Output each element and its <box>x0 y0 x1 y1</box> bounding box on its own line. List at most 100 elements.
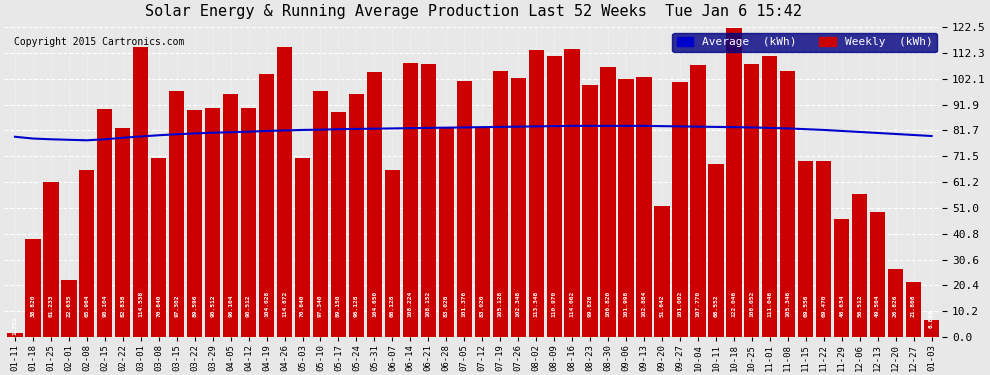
Text: 104.028: 104.028 <box>264 291 269 317</box>
Bar <box>456 81 472 337</box>
Text: 61.233: 61.233 <box>49 294 53 317</box>
Bar <box>133 47 148 337</box>
Bar <box>151 158 166 337</box>
Text: 49.564: 49.564 <box>875 294 880 317</box>
Text: 66.128: 66.128 <box>390 294 395 317</box>
Bar <box>708 164 724 337</box>
Text: 102.348: 102.348 <box>516 291 521 317</box>
Bar <box>888 269 903 337</box>
Bar <box>313 91 328 337</box>
Bar <box>690 64 706 337</box>
Text: 70.640: 70.640 <box>300 294 305 317</box>
Bar <box>44 182 58 337</box>
Text: 108.152: 108.152 <box>426 291 431 317</box>
Legend: Average  (kWh), Weekly  (kWh): Average (kWh), Weekly (kWh) <box>672 33 937 52</box>
Bar <box>403 63 418 337</box>
Bar <box>366 72 382 337</box>
Text: 82.838: 82.838 <box>121 294 126 317</box>
Text: 97.340: 97.340 <box>318 294 323 317</box>
Text: 69.556: 69.556 <box>803 294 808 317</box>
Bar <box>295 158 310 337</box>
Text: 101.376: 101.376 <box>461 291 466 317</box>
Bar <box>816 161 832 337</box>
Text: 26.826: 26.826 <box>893 294 898 317</box>
Text: 96.104: 96.104 <box>228 294 233 317</box>
Bar <box>474 127 490 337</box>
Bar <box>852 194 867 337</box>
Text: 69.470: 69.470 <box>822 294 827 317</box>
Text: 101.998: 101.998 <box>624 291 629 317</box>
Bar <box>600 67 616 337</box>
Bar <box>672 82 688 337</box>
Bar <box>546 56 561 337</box>
Text: 108.052: 108.052 <box>749 291 754 317</box>
Bar <box>654 207 669 337</box>
Bar <box>834 219 849 337</box>
Text: 99.820: 99.820 <box>588 294 593 317</box>
Text: 96.128: 96.128 <box>354 294 359 317</box>
Bar <box>7 333 23 337</box>
Text: 113.348: 113.348 <box>534 291 539 317</box>
Text: 114.062: 114.062 <box>569 291 574 317</box>
Title: Solar Energy & Running Average Production Last 52 Weeks  Tue Jan 6 15:42: Solar Energy & Running Average Productio… <box>145 4 802 19</box>
Bar <box>727 28 742 337</box>
Text: 1.752: 1.752 <box>13 316 18 335</box>
Bar <box>762 56 777 337</box>
Text: 83.020: 83.020 <box>444 294 448 317</box>
Bar <box>421 63 436 337</box>
Text: 114.872: 114.872 <box>282 291 287 317</box>
Text: 101.002: 101.002 <box>677 291 682 317</box>
Text: 90.512: 90.512 <box>247 294 251 317</box>
Text: 97.302: 97.302 <box>174 294 179 317</box>
Text: 21.808: 21.808 <box>911 294 916 317</box>
Bar <box>385 170 400 337</box>
Text: 90.104: 90.104 <box>102 294 107 317</box>
Text: 6.808: 6.808 <box>929 310 935 328</box>
Bar <box>223 94 239 337</box>
Text: Copyright 2015 Cartronics.com: Copyright 2015 Cartronics.com <box>14 37 184 46</box>
Text: 56.512: 56.512 <box>857 294 862 317</box>
Bar <box>241 108 256 337</box>
Text: 89.596: 89.596 <box>192 294 197 317</box>
Text: 51.642: 51.642 <box>659 294 664 317</box>
Bar <box>169 91 184 337</box>
Bar <box>61 280 76 337</box>
Text: 108.224: 108.224 <box>408 291 413 317</box>
Text: 83.020: 83.020 <box>480 294 485 317</box>
Text: 122.046: 122.046 <box>732 291 737 317</box>
Text: 68.552: 68.552 <box>714 294 719 317</box>
Bar <box>97 109 113 337</box>
Text: 105.128: 105.128 <box>498 291 503 317</box>
Text: 105.346: 105.346 <box>785 291 790 317</box>
Bar <box>619 79 634 337</box>
Text: 46.634: 46.634 <box>840 294 844 317</box>
Text: 22.635: 22.635 <box>66 294 71 317</box>
Text: 114.538: 114.538 <box>139 291 144 317</box>
Bar <box>79 170 94 337</box>
Bar <box>780 70 795 337</box>
Bar <box>277 46 292 337</box>
Bar <box>564 49 580 337</box>
Text: 111.046: 111.046 <box>767 291 772 317</box>
Bar <box>493 71 508 337</box>
Bar <box>924 320 940 337</box>
Text: 38.820: 38.820 <box>31 294 36 317</box>
Bar <box>582 85 598 337</box>
Text: 70.840: 70.840 <box>156 294 161 317</box>
Bar <box>348 94 364 337</box>
Bar <box>259 74 274 337</box>
Text: 102.884: 102.884 <box>642 291 646 317</box>
Bar <box>115 128 131 337</box>
Text: 107.770: 107.770 <box>695 291 701 317</box>
Bar <box>511 78 526 337</box>
Text: 104.650: 104.650 <box>372 291 377 317</box>
Bar <box>187 111 202 337</box>
Text: 65.964: 65.964 <box>84 294 89 317</box>
Text: 89.150: 89.150 <box>336 294 341 317</box>
Bar <box>637 77 651 337</box>
Text: 90.512: 90.512 <box>210 294 215 317</box>
Text: 110.970: 110.970 <box>551 291 556 317</box>
Bar <box>529 50 544 337</box>
Bar <box>744 64 759 337</box>
Bar <box>439 127 454 337</box>
